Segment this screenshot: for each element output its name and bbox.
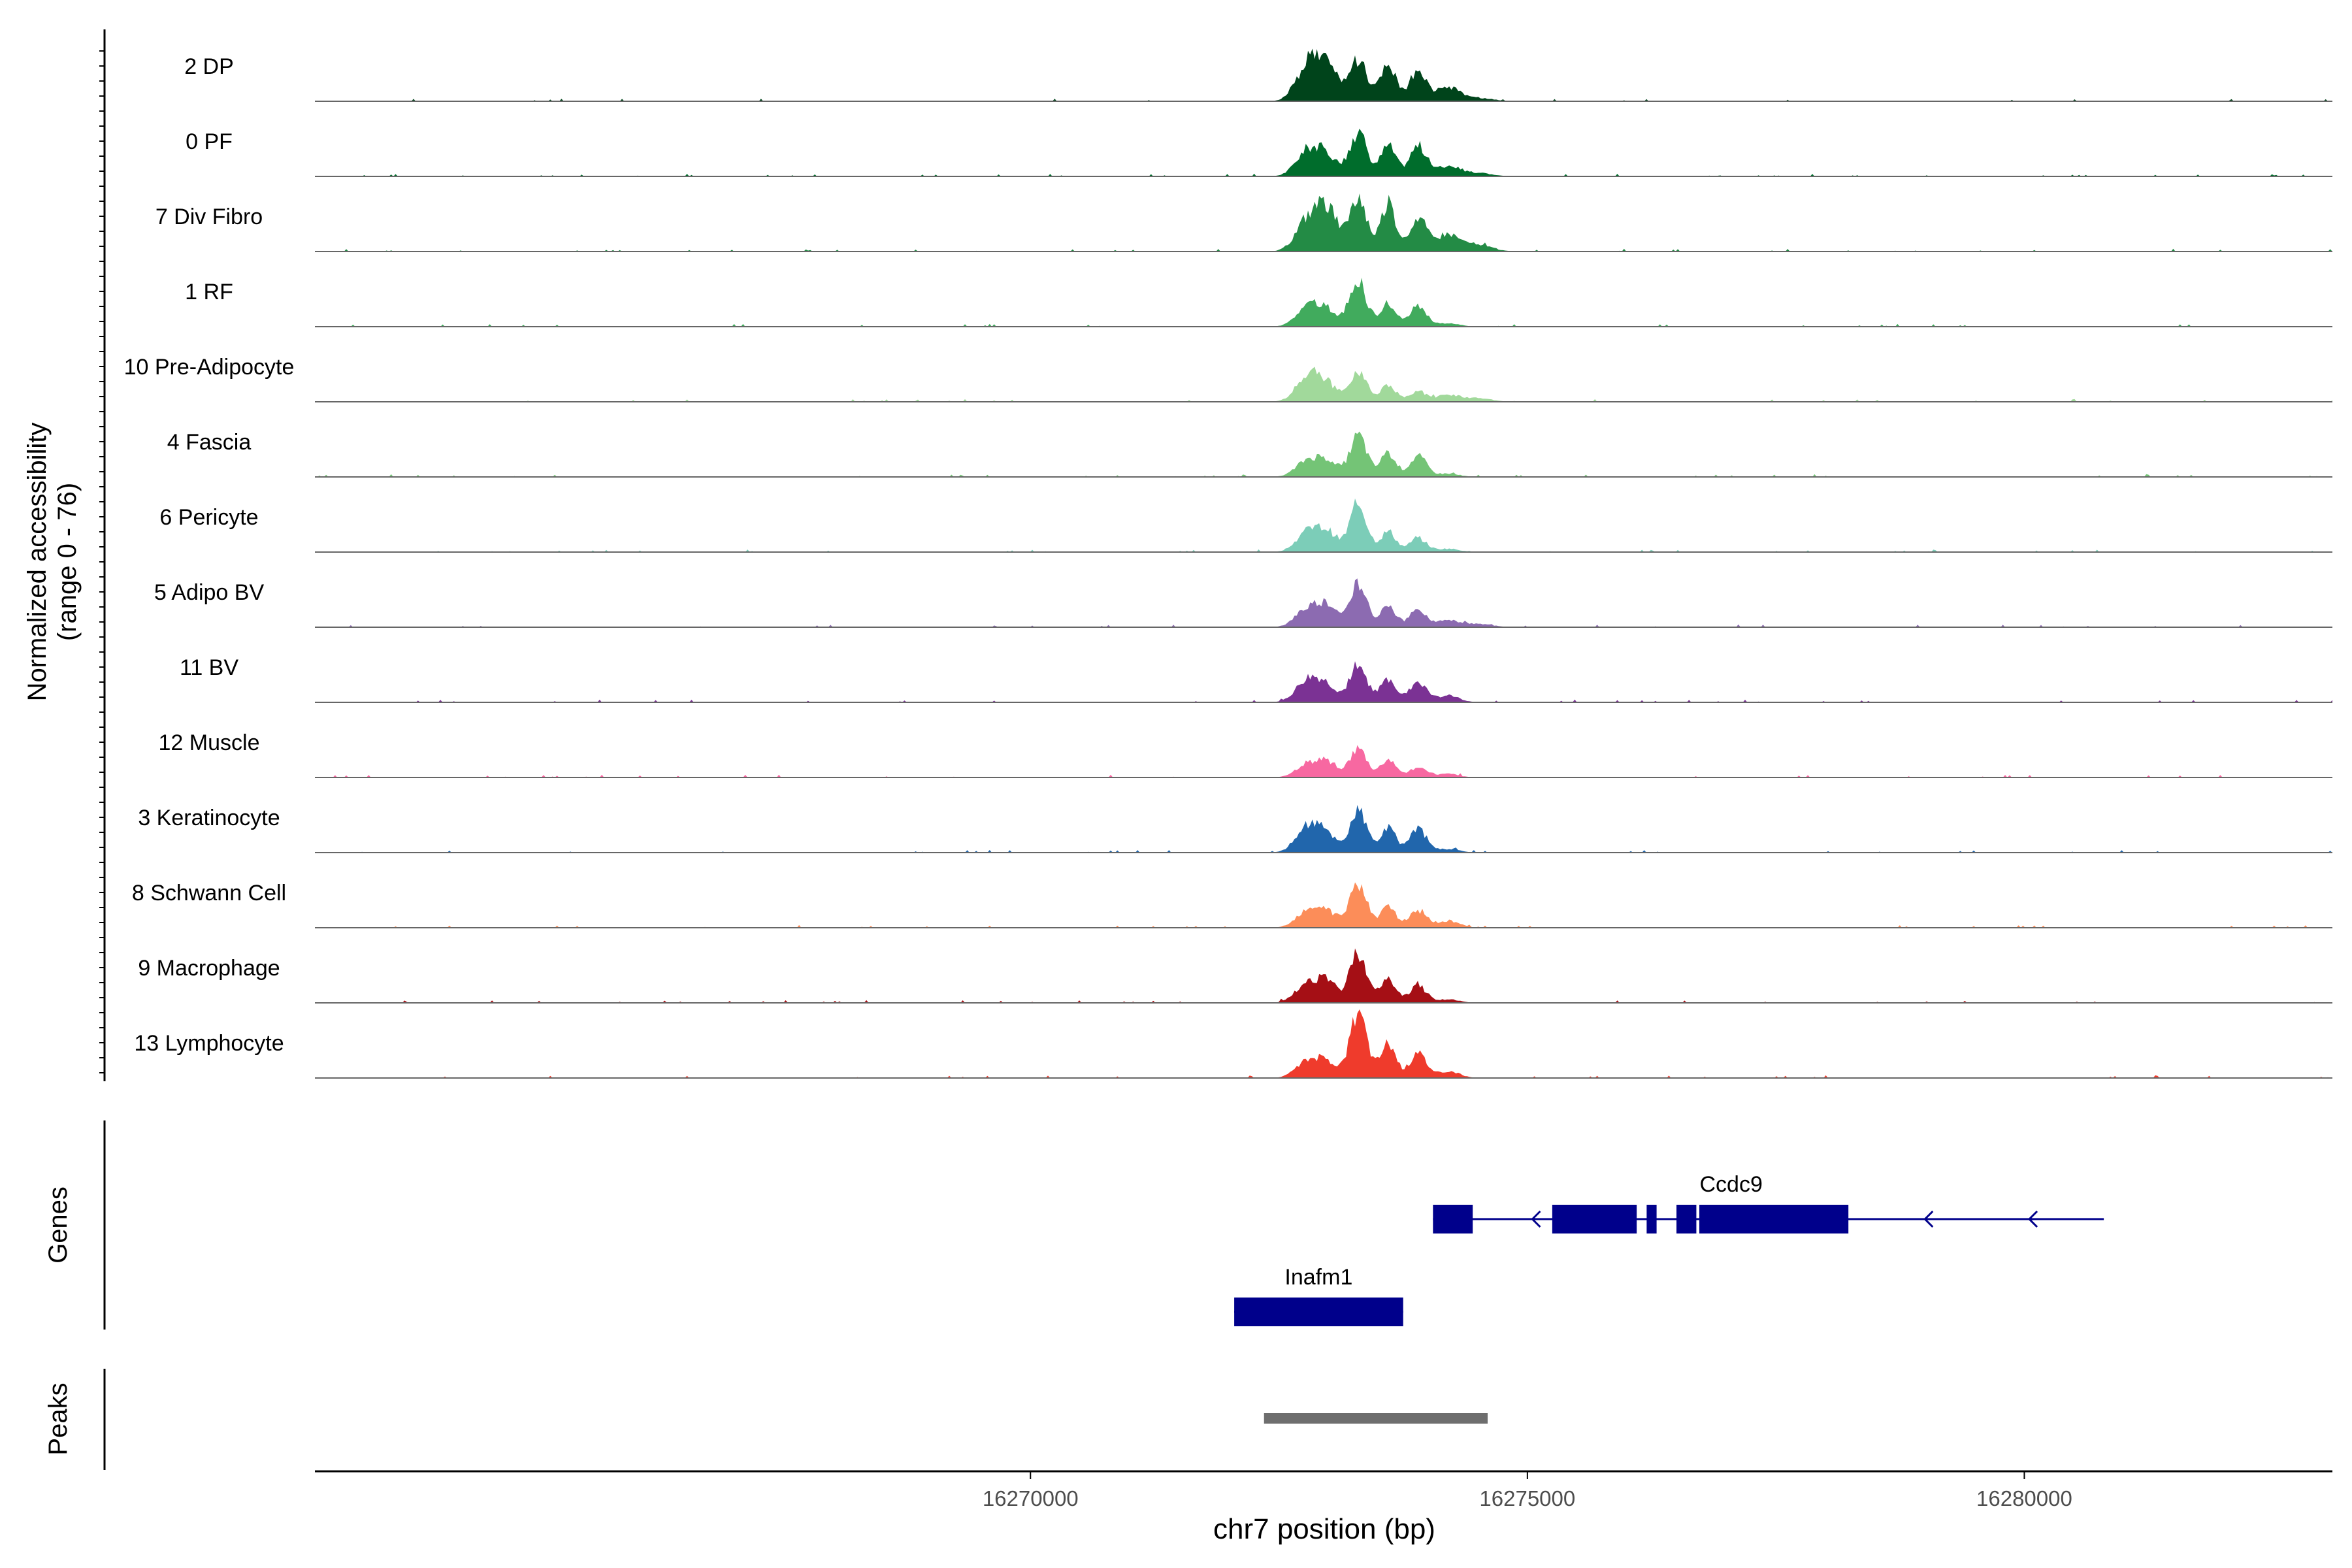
- coverage-track: 5 Adipo BV: [154, 578, 2332, 628]
- gene-exon: [1646, 1205, 1657, 1233]
- genes-track-label: Genes: [44, 1186, 73, 1264]
- coverage-track: 7 Div Fibro: [155, 193, 2332, 252]
- coverage-area: [315, 48, 2332, 101]
- track-label: 12 Muscle: [159, 730, 260, 755]
- track-label: 2 DP: [184, 54, 234, 79]
- track-label: 7 Div Fibro: [155, 204, 263, 229]
- track-label: 13 Lymphocyte: [134, 1031, 284, 1056]
- gene-model: Ccdc9: [1433, 1172, 2104, 1233]
- coverage-area: [315, 128, 2332, 176]
- gene-name: Ccdc9: [1699, 1172, 1762, 1197]
- coverage-area: [315, 431, 2332, 477]
- track-label: 11 BV: [180, 655, 238, 680]
- strand-arrow-icon: [1923, 1210, 1934, 1228]
- coverage-track: 4 Fascia: [167, 430, 2332, 478]
- track-label: 8 Schwann Cell: [132, 881, 286, 906]
- coverage-area: [315, 367, 2332, 402]
- x-axis-ticks: 16270000 16275000 16280000: [983, 1471, 2072, 1511]
- coverage-track: 6 Pericyte: [159, 498, 2332, 553]
- gene-exon: [1699, 1205, 1849, 1233]
- strand-arrow-icon: [2027, 1210, 2038, 1228]
- gene-model: Inafm1: [1234, 1265, 1403, 1326]
- coverage-area: [315, 661, 2332, 702]
- coverage-track: 0 PF: [186, 128, 2332, 177]
- coverage-area: [315, 578, 2332, 627]
- coverage-tracks: 2 DP 0 PF 7 Div Fibro 1 RF 10 Pre-Adipocyte 4…: [124, 48, 2332, 1079]
- coverage-area: [315, 498, 2332, 552]
- x-tick-label: 16275000: [1479, 1486, 1575, 1511]
- gene-exon: [1433, 1205, 1473, 1233]
- track-label: 5 Adipo BV: [154, 580, 265, 605]
- coverage-area: [315, 948, 2332, 1003]
- coverage-track: 12 Muscle: [159, 730, 2332, 778]
- coverage-area: [315, 1009, 2332, 1078]
- peaks-track: [1264, 1413, 1488, 1424]
- gene-exon: [1234, 1298, 1403, 1326]
- coverage-area: [315, 193, 2332, 252]
- coverage-area: [315, 278, 2332, 327]
- coverage-track: 11 BV: [180, 655, 2332, 703]
- track-label: 1 RF: [185, 280, 233, 304]
- coverage-y-ticks: [99, 50, 105, 1073]
- peak-region: [1264, 1413, 1488, 1424]
- strand-arrow-icon: [1531, 1210, 1541, 1228]
- coverage-track: 1 RF: [185, 278, 2332, 327]
- gene-exon: [1676, 1205, 1697, 1233]
- track-label: 4 Fascia: [167, 430, 252, 455]
- y-axis-title-line2: (range 0 - 76): [53, 483, 82, 641]
- track-label: 10 Pre-Adipocyte: [124, 355, 295, 380]
- gene-exon: [1552, 1205, 1637, 1233]
- track-label: 6 Pericyte: [159, 505, 258, 530]
- coverage-track: 3 Keratinocyte: [138, 805, 2332, 853]
- peaks-track-label: Peaks: [44, 1382, 73, 1455]
- gene-name: Inafm1: [1284, 1265, 1352, 1290]
- track-label: 9 Macrophage: [138, 956, 280, 981]
- coverage-track: 8 Schwann Cell: [132, 881, 2332, 928]
- genes-track: Ccdc9 Inafm1: [1234, 1172, 2104, 1326]
- y-axis-title-line1: Normalized accessibility: [23, 423, 52, 702]
- y-axis-title: Normalized accessibility (range 0 - 76): [23, 423, 82, 702]
- track-label: 3 Keratinocyte: [138, 806, 280, 830]
- coverage-track: 10 Pre-Adipocyte: [124, 355, 2332, 402]
- track-label: 0 PF: [186, 129, 233, 154]
- coverage-track: 13 Lymphocyte: [134, 1009, 2332, 1079]
- coverage-area: [315, 805, 2332, 853]
- coverage-area: [315, 745, 2332, 777]
- x-tick-label: 16270000: [983, 1486, 1079, 1511]
- x-axis-title: chr7 position (bp): [1213, 1513, 1435, 1545]
- coverage-area: [315, 882, 2332, 928]
- coverage-track: 9 Macrophage: [138, 948, 2332, 1004]
- coverage-track: 2 DP: [184, 48, 2332, 102]
- x-tick-label: 16280000: [1976, 1486, 2072, 1511]
